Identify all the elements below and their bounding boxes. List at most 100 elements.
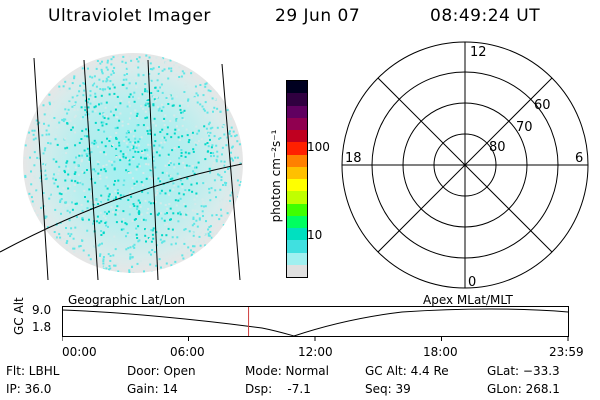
speckle-dot (128, 101, 131, 104)
speckle-dot (78, 90, 81, 93)
speckle-dot (76, 108, 79, 111)
speckle-dot (192, 234, 195, 237)
speckle-dot (107, 72, 110, 75)
speckle-dot (168, 67, 170, 70)
speckle-dot (127, 171, 130, 174)
speckle-dot (195, 92, 198, 95)
speckle-dot (68, 87, 71, 90)
speckle-dot (145, 157, 147, 160)
speckle-dot (223, 164, 226, 167)
speckle-dot (72, 204, 75, 207)
speckle-dot (53, 231, 56, 233)
speckle-dot (125, 235, 127, 238)
speckle-dot (87, 106, 90, 109)
speckle-dot (107, 84, 110, 87)
speckle-dot (42, 162, 45, 165)
speckle-dot (122, 210, 125, 213)
speckle-dot (43, 113, 46, 116)
speckle-dot (158, 212, 160, 215)
speckle-dot (227, 150, 230, 153)
speckle-dot (122, 78, 125, 81)
speckle-dot (54, 208, 57, 211)
speckle-dot (48, 197, 51, 200)
geographic-grid (0, 57, 243, 280)
speckle-dot (67, 173, 70, 176)
speckle-dot (125, 87, 128, 90)
speckle-dot (172, 104, 175, 107)
speckle-dot (83, 171, 86, 174)
speckle-dot (94, 105, 97, 108)
speckle-dot (197, 239, 200, 242)
speckle-dot (112, 143, 114, 146)
speckle-dot (149, 62, 152, 65)
speckle-dot (193, 172, 196, 175)
speckle-dot (63, 237, 66, 240)
speckle-dot (181, 102, 184, 105)
speckle-dot (173, 166, 176, 169)
speckle-dot (111, 211, 114, 214)
speckle-dot (83, 135, 86, 137)
speckle-dot (209, 90, 212, 93)
speckle-dot (55, 160, 58, 163)
speckle-dot (226, 109, 229, 112)
speckle-dot (95, 198, 98, 201)
speckle-dot (115, 207, 118, 210)
speckle-dot (155, 124, 157, 127)
speckle-dot (127, 247, 130, 250)
speckle-dot (137, 225, 140, 228)
speckle-dot (208, 121, 211, 124)
speckle-dot (220, 160, 223, 163)
speckle-dot (136, 165, 139, 168)
speckle-dot (65, 165, 67, 168)
speckle-dot (227, 188, 230, 191)
colorbar-segment (287, 203, 307, 216)
speckle-dot (231, 145, 234, 148)
speckle-dot (161, 91, 164, 94)
speckle-dot (43, 122, 45, 125)
speckle-dot (204, 85, 207, 88)
speckle-dot (93, 98, 95, 101)
speckle-dot (131, 187, 134, 190)
speckle-dot (102, 121, 105, 124)
speckle-dot (101, 242, 103, 245)
speckle-dot (84, 99, 87, 102)
speckle-dot (81, 218, 84, 221)
speckle-dot (144, 199, 147, 202)
speckle-dot (181, 186, 184, 189)
speckle-dot (150, 79, 153, 82)
speckle-dot (216, 150, 219, 153)
speckle-dot (196, 211, 199, 213)
speckle-dot (67, 167, 70, 170)
speckle-dot (36, 156, 39, 159)
speckle-dot (74, 228, 77, 231)
speckle-dot (91, 262, 94, 265)
speckle-dot (138, 213, 141, 215)
speckle-dot (88, 159, 91, 161)
speckle-dot (136, 262, 139, 265)
speckle-dot (190, 131, 193, 134)
speckle-dot (168, 203, 171, 205)
speckle-dot (183, 203, 186, 206)
speckle-dot (113, 235, 116, 238)
speckle-dot (224, 184, 227, 187)
speckle-dot (154, 86, 157, 89)
image-disc (23, 53, 243, 273)
speckle-dot (122, 184, 125, 186)
speckle-dot (137, 74, 140, 77)
speckle-dot (215, 109, 218, 112)
speckle-dot (127, 123, 130, 125)
speckle-dot (45, 215, 48, 218)
altitude-ytick-1-8: 1.8 (32, 320, 52, 334)
speckle-dot (40, 161, 43, 164)
speckle-dot (171, 97, 174, 100)
speckle-dot (109, 267, 112, 270)
speckle-dot (183, 72, 186, 75)
speckle-dot (203, 233, 206, 235)
speckle-dot (95, 85, 98, 88)
speckle-dot (121, 60, 124, 63)
speckle-dot (63, 102, 66, 105)
speckle-dot (33, 164, 36, 167)
speckle-dot (53, 117, 56, 119)
speckle-dot (134, 229, 137, 232)
speckle-dot (101, 70, 103, 73)
